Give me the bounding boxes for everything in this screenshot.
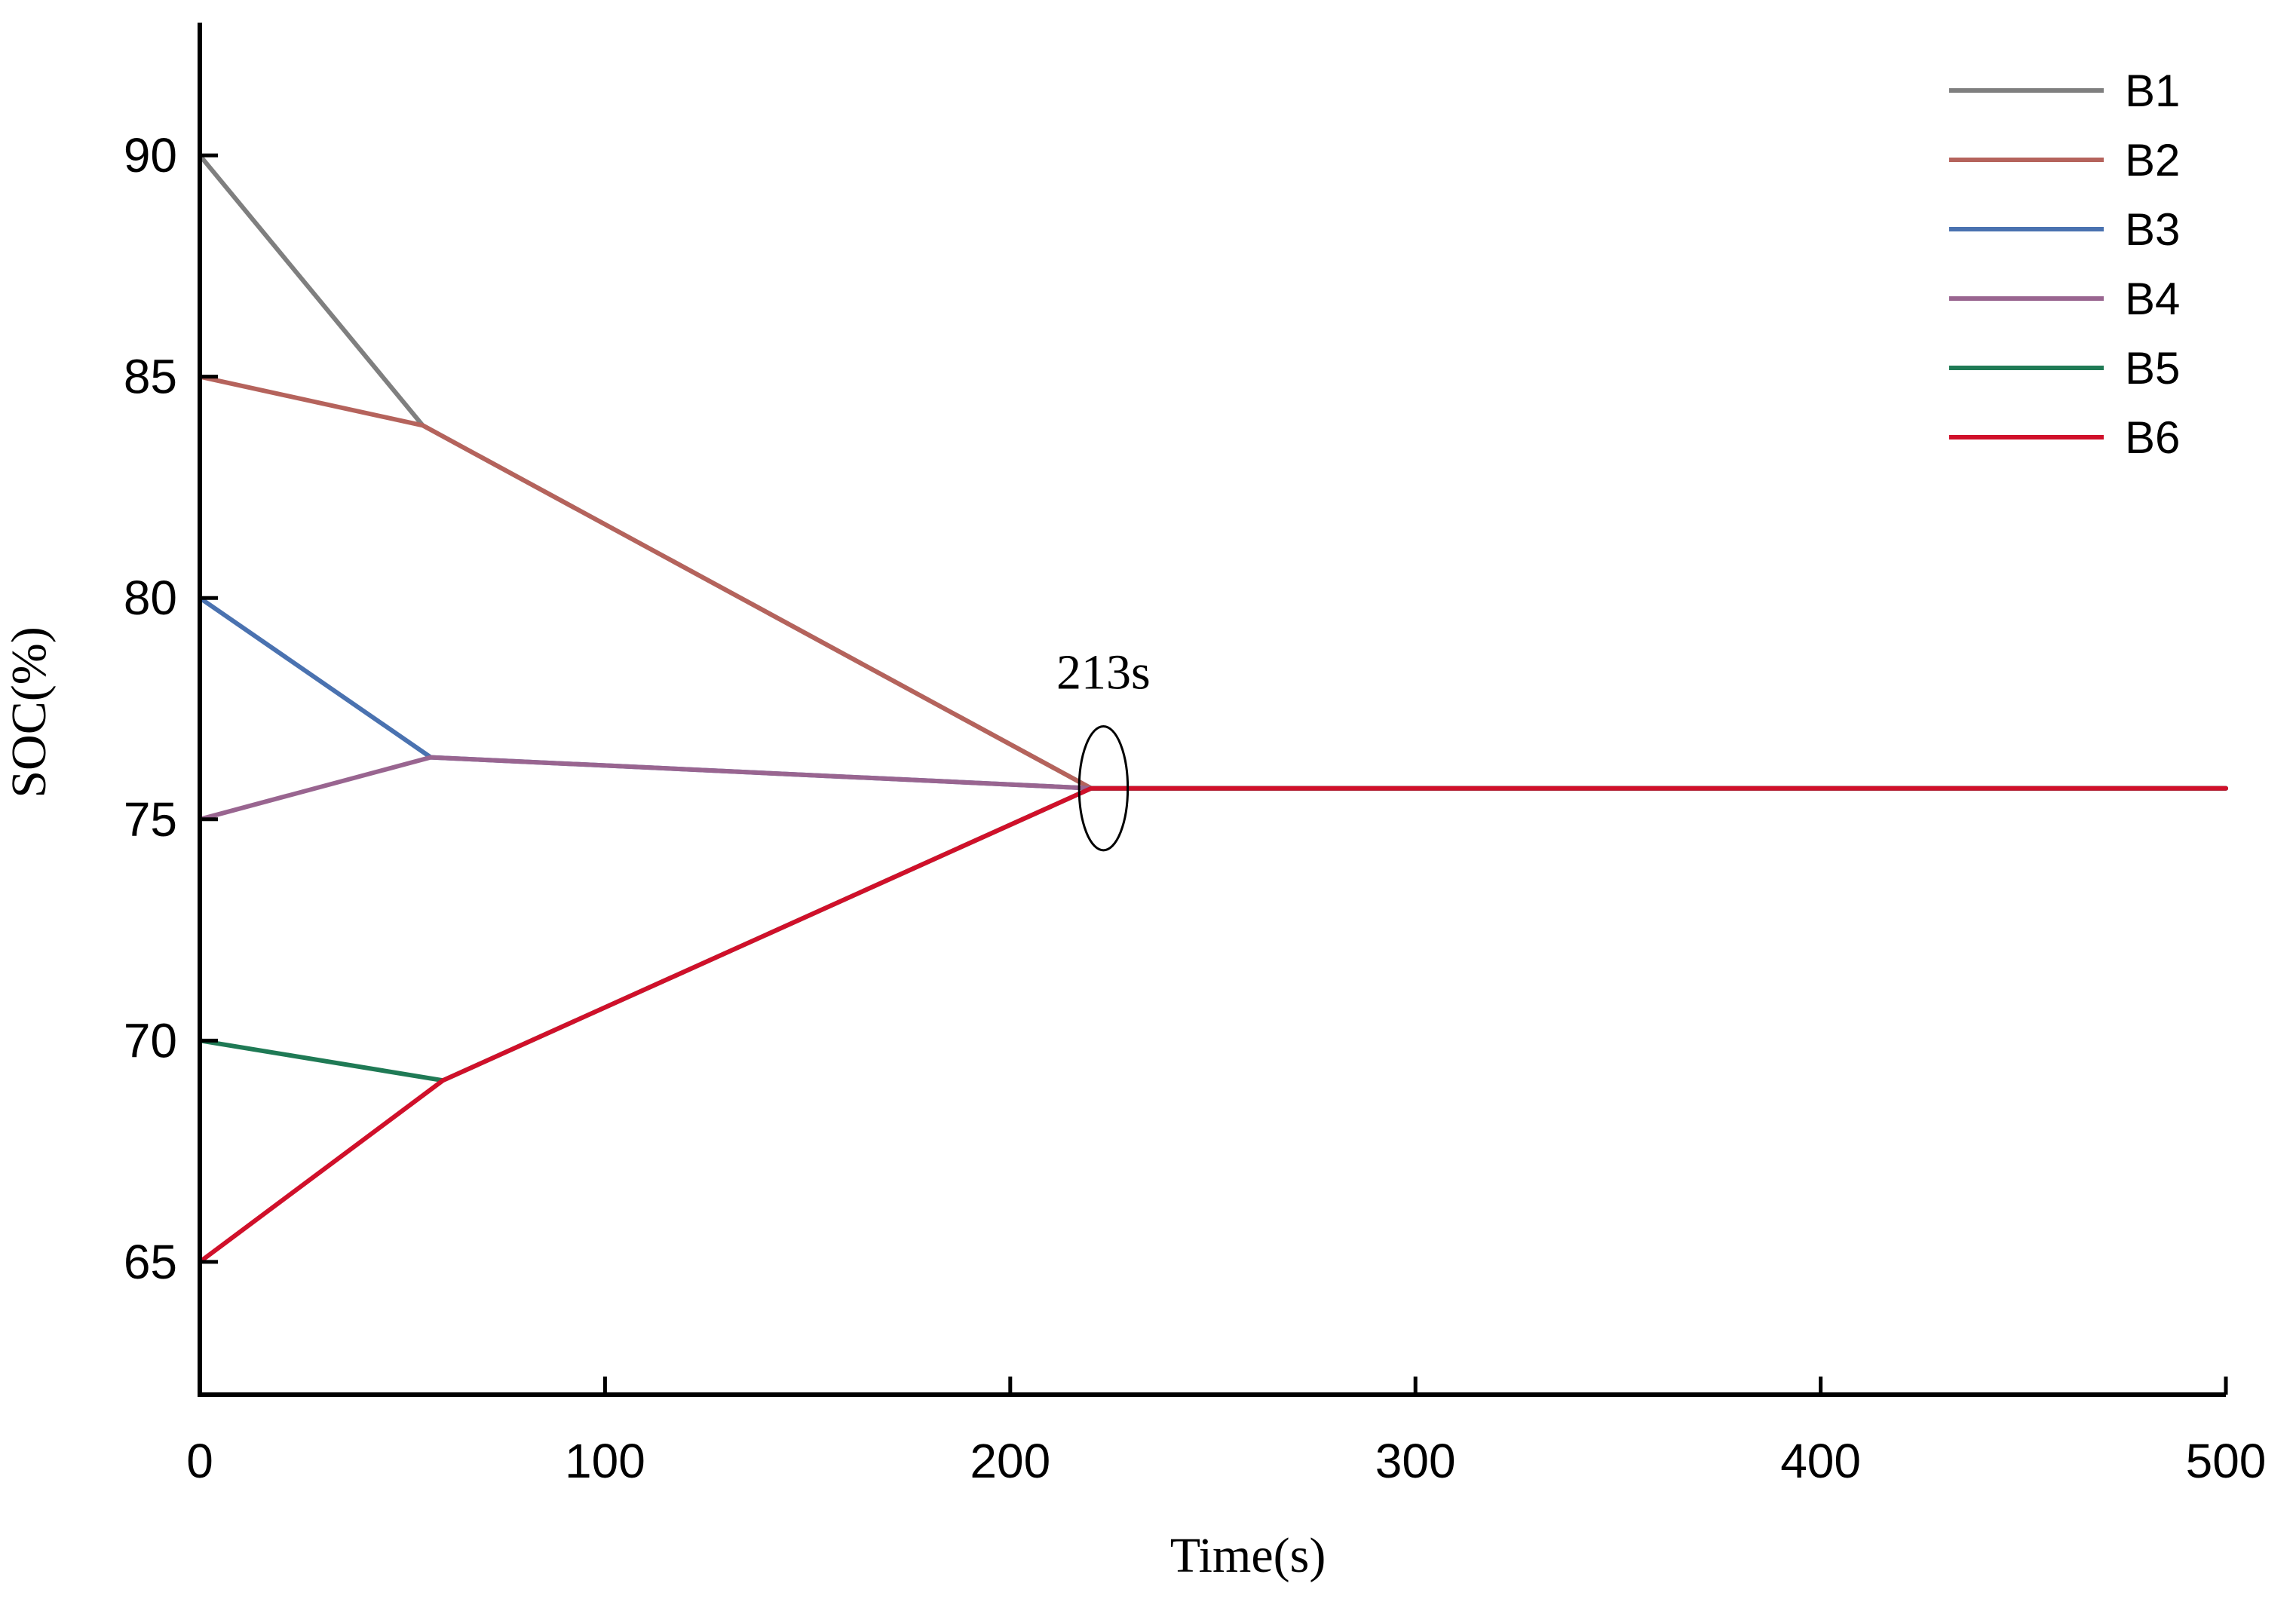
legend-label-b2: B2 xyxy=(2125,135,2180,185)
legend-label-b3: B3 xyxy=(2125,204,2180,255)
x-tick-label: 400 xyxy=(1780,1434,1861,1488)
y-axis-title: SOC(%) xyxy=(2,626,57,798)
x-tick-label: 100 xyxy=(565,1434,645,1488)
series-line-b5 xyxy=(198,786,2228,1083)
convergence-label: 213s xyxy=(1056,645,1151,700)
annotation: 213s xyxy=(1056,645,1151,852)
axes-layer xyxy=(198,23,2226,1397)
x-tick-label: 200 xyxy=(970,1434,1050,1488)
legend: B1 B2 B3 B4 B5 B6 xyxy=(1949,66,2180,463)
y-tick-label: 65 xyxy=(124,1235,177,1289)
series-layer xyxy=(198,153,2228,1264)
x-tick-label: 300 xyxy=(1375,1434,1456,1488)
x-ticks: 0 100 200 300 400 500 xyxy=(186,1377,2266,1488)
y-tick-label: 70 xyxy=(124,1013,177,1067)
y-ticks: 65 70 75 80 85 90 xyxy=(124,128,218,1289)
x-tick-label: 500 xyxy=(2186,1434,2267,1488)
legend-label-b1: B1 xyxy=(2125,66,2180,116)
legend-label-b4: B4 xyxy=(2125,274,2180,324)
y-tick-label: 90 xyxy=(124,128,177,182)
x-axis-title: Time(s) xyxy=(1170,1528,1326,1583)
series-line-b2 xyxy=(198,374,2228,791)
y-tick-label: 85 xyxy=(124,350,177,404)
x-tick-label: 0 xyxy=(186,1434,213,1488)
series-line-b6 xyxy=(198,786,2228,1264)
convergence-ellipse xyxy=(1077,724,1130,852)
legend-label-b5: B5 xyxy=(2125,343,2180,394)
y-tick-label: 75 xyxy=(124,792,177,847)
legend-label-b6: B6 xyxy=(2125,412,2180,463)
y-tick-label: 80 xyxy=(124,571,177,625)
